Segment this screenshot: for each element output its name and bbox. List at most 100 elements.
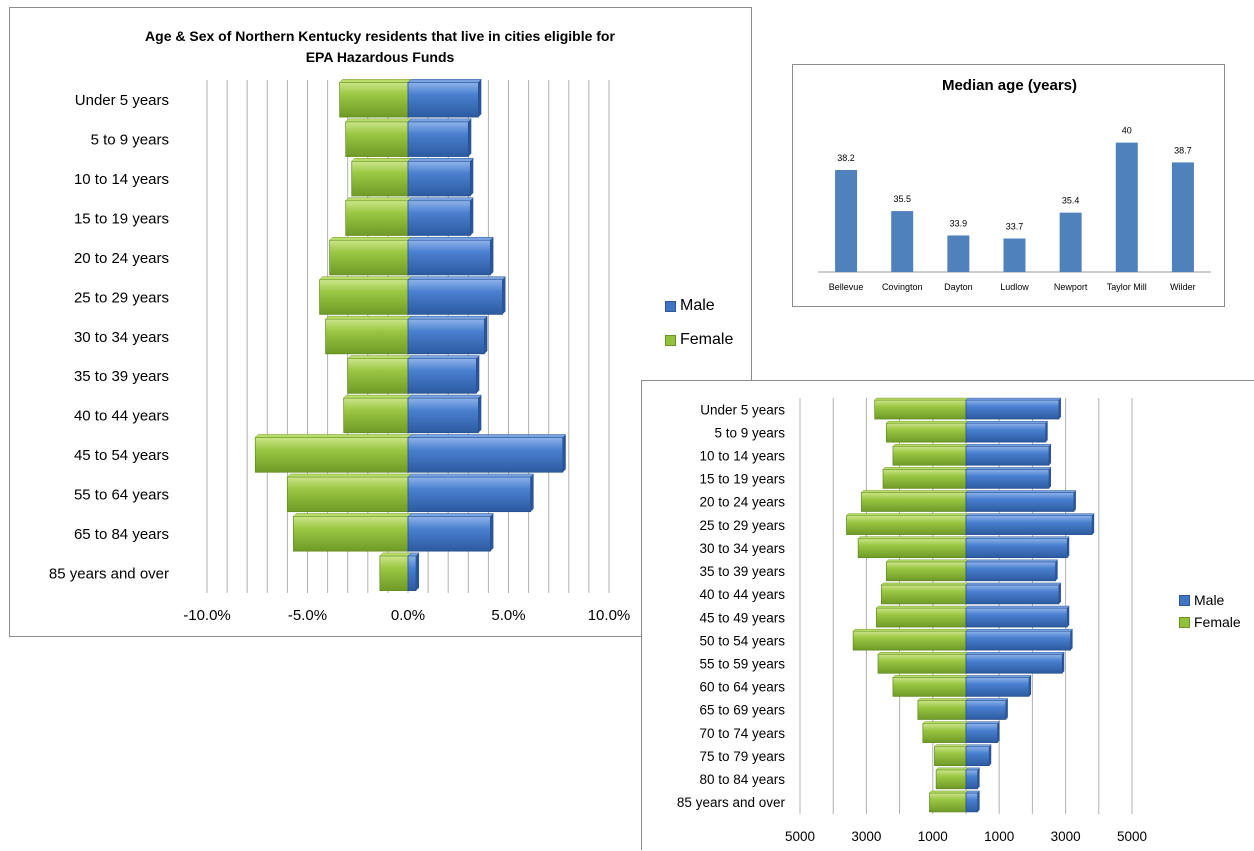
pyramid-counts-bar-male-side-35-to-39-years	[1055, 559, 1058, 581]
pyramid-percent-bar-male-top-65-to-84-years	[407, 513, 495, 517]
median-age-title: Median age (years)	[941, 77, 1078, 94]
pyramid-percent-bar-female-top-45-to-54-years	[254, 434, 412, 438]
median-age-value-label-taylor-mill: 40	[1122, 126, 1132, 136]
median-age-bar-ludlow	[1003, 238, 1026, 272]
pyramid-counts-bar-male-side-30-to-34-years	[1067, 536, 1070, 558]
pyramid-percent-bar-male-side-20-to-24-years	[490, 237, 494, 275]
pyramid-percent-bar-female-45-to-54-years	[254, 437, 409, 473]
pyramid-counts-x-tick-label: 3000	[851, 829, 881, 844]
pyramid-percent-category-label-45-to-54-years: 45 to 54 years	[74, 447, 169, 464]
pyramid-percent-category-label-5-to-9-years: 5 to 9 years	[91, 131, 169, 148]
pyramid-percent-category-label-30-to-34-years: 30 to 34 years	[74, 329, 169, 346]
pyramid-percent-bar-male-top-15-to-19-years	[407, 197, 474, 202]
pyramid-counts-bar-female-top-10-to-14-years	[892, 444, 969, 447]
pyramid-percent-bar-female-85-years-and-over	[379, 555, 409, 591]
pyramid-percent-bar-female-top-85-years-and-over	[379, 552, 412, 557]
pyramid-percent-bar-male-top-under-5-years	[407, 79, 482, 83]
pyramid-percent-bar-male-5-to-9-years	[407, 121, 469, 157]
legend-label-male-2: Male	[1194, 592, 1225, 608]
pyramid-counts-category-label-15-to-19-years: 15 to 19 years	[699, 472, 785, 487]
pyramid-percent-bar-female-top-5-to-9-years	[345, 118, 412, 123]
pyramid-percent-bar-male-65-to-84-years	[407, 516, 491, 552]
median-age-bar-dayton	[947, 235, 970, 272]
pyramid-counts-category-label-85-years-and-over: 85 years and over	[677, 795, 786, 810]
pyramid-counts-bar-male-side-80-to-84-years	[977, 767, 980, 789]
pyramid-counts-bar-male-side-20-to-24-years	[1073, 490, 1076, 512]
pyramid-counts-bar-female-top-5-to-9-years	[885, 420, 969, 424]
pyramid-counts-bar-male-side-50-to-54-years	[1070, 629, 1073, 651]
pyramid-percent-bar-male-25-to-29-years	[407, 279, 503, 315]
pyramid-counts-bar-male-side-60-to-64-years	[1029, 675, 1032, 697]
pyramid-counts-bar-male-top-85-years-and-over	[965, 790, 981, 794]
legend-swatch-female	[665, 334, 676, 346]
pyramid-counts-bar-male-top-55-to-59-years	[965, 652, 1065, 655]
pyramid-counts-bar-male-side-15-to-19-years	[1049, 467, 1051, 489]
pyramid-percent-bar-male-side-30-to-34-years	[484, 316, 488, 354]
pyramid-counts-category-label-40-to-44-years: 40 to 44 years	[699, 587, 785, 602]
pyramid-counts-bar-male-side-75-to-79-years	[989, 744, 992, 766]
median-age-chart: Median age (years) 38.2 Bellevue 35.5 Covin…	[792, 64, 1225, 307]
pyramid-percent-bar-female-5-to-9-years	[345, 121, 409, 157]
pyramid-percent-bar-female-20-to-24-years	[329, 239, 409, 276]
pyramid-counts-category-label-75-to-79-years: 75 to 79 years	[699, 749, 785, 764]
pyramid-counts-bar-male-75-to-79-years	[965, 746, 990, 767]
pyramid-percent-bar-male-85-years-and-over	[407, 555, 417, 591]
pyramid-counts-category-label-70-to-74-years: 70 to 74 years	[699, 726, 785, 741]
pyramid-counts-bar-male-30-to-34-years	[965, 538, 1068, 559]
pyramid-counts-bar-male-top-5-to-9-years	[965, 420, 1049, 424]
pyramid-counts-bar-female-top-under-5-years	[874, 397, 969, 401]
pyramid-counts-bar-male-top-65-to-69-years	[965, 698, 1009, 701]
pyramid-percent-bar-female-top-25-to-29-years	[318, 276, 412, 280]
pyramid-counts-bar-male-under-5-years	[965, 399, 1060, 420]
pyramid-counts-bar-female-top-30-to-34-years	[857, 536, 969, 539]
pyramid-counts-bar-male-20-to-24-years	[965, 492, 1075, 512]
pyramid-percent-bar-male-35-to-39-years	[407, 358, 477, 394]
pyramid-percent-bar-female-top-55-to-64-years	[286, 473, 412, 478]
pyramid-counts-x-tick-label: 3000	[1051, 829, 1081, 844]
pyramid-percent-bar-female-top-65-to-84-years	[292, 513, 412, 517]
pyramid-percent-bar-male-45-to-54-years	[407, 437, 564, 473]
pyramid-counts-bar-male-side-85-years-and-over	[977, 790, 980, 812]
pyramid-counts-bar-male-top-50-to-54-years	[965, 628, 1074, 632]
pyramid-percent-plot: Under 5 years 5 to 9 years 10 to 14 years 1…	[49, 79, 630, 624]
pyramid-percent-bar-female-30-to-34-years	[325, 318, 409, 355]
pyramid-counts-bar-male-side-45-to-49-years	[1067, 606, 1070, 628]
legend-label-female: Female	[680, 331, 734, 348]
pyramid-percent-title: Age & Sex of Northern Kentucky residents…	[100, 26, 660, 68]
pyramid-counts-plot: Under 5 years 5 to 9 years 10 to 14 years 1…	[677, 397, 1147, 844]
median-age-bar-covington	[891, 211, 914, 272]
median-age-category-label-bellevue: Bellevue	[829, 282, 864, 292]
pyramid-counts-bar-male-80-to-84-years	[965, 769, 978, 790]
pyramid-percent-category-label-15-to-19-years: 15 to 19 years	[74, 210, 169, 227]
pyramid-percent-bar-male-side-5-to-9-years	[468, 118, 472, 157]
pyramid-percent-bar-male-55-to-64-years	[407, 476, 531, 513]
pyramid-counts-bar-female-top-45-to-49-years	[875, 605, 969, 609]
pyramid-counts-bar-female-30-to-34-years	[857, 538, 967, 559]
pyramid-counts-bar-male-top-30-to-34-years	[965, 536, 1070, 539]
pyramid-percent-bar-male-side-55-to-64-years	[530, 473, 534, 512]
median-age-value-label-ludlow: 33.7	[1006, 222, 1024, 232]
median-age-bar-newport	[1059, 212, 1082, 272]
pyramid-percent-x-tick-label: -5.0%	[288, 607, 327, 624]
median-age-value-label-newport: 35.4	[1062, 196, 1080, 206]
pyramid-percent-bar-male-top-25-to-29-years	[407, 276, 507, 280]
pyramid-percent-bar-male-20-to-24-years	[407, 239, 491, 276]
pyramid-counts-category-label-35-to-39-years: 35 to 39 years	[699, 564, 785, 579]
pyramid-counts-x-tick-label: 5000	[785, 829, 815, 844]
pyramid-counts-bar-female-top-60-to-64-years	[892, 675, 969, 678]
median-age-plot: 38.2 Bellevue 35.5 Covington 33.9 Dayton 33.7 L…	[818, 126, 1211, 292]
median-age-bar-taylor-mill	[1115, 142, 1138, 272]
pyramid-counts-bar-female-20-to-24-years	[861, 492, 967, 512]
pyramid-counts-x-tick-label: 5000	[1117, 829, 1147, 844]
pyramid-percent-category-label-35-to-39-years: 35 to 39 years	[74, 368, 169, 385]
pyramid-counts-bar-male-top-60-to-64-years	[965, 675, 1032, 678]
pyramid-percent-bar-female-55-to-64-years	[287, 476, 409, 513]
pyramid-percent-bar-male-side-25-to-29-years	[502, 276, 506, 315]
pyramid-percent-category-label-85-years-and-over: 85 years and over	[49, 566, 169, 583]
pyramid-counts-bar-female-top-70-to-74-years	[922, 721, 969, 724]
pyramid-counts-bar-female-35-to-39-years	[885, 561, 967, 582]
pyramid-percent-bar-male-top-55-to-64-years	[407, 473, 535, 478]
pyramid-percent-bar-male-top-20-to-24-years	[407, 236, 495, 241]
pyramid-counts-bar-female-top-25-to-29-years	[845, 513, 969, 516]
pyramid-counts-bar-female-85-years-and-over	[929, 792, 967, 813]
